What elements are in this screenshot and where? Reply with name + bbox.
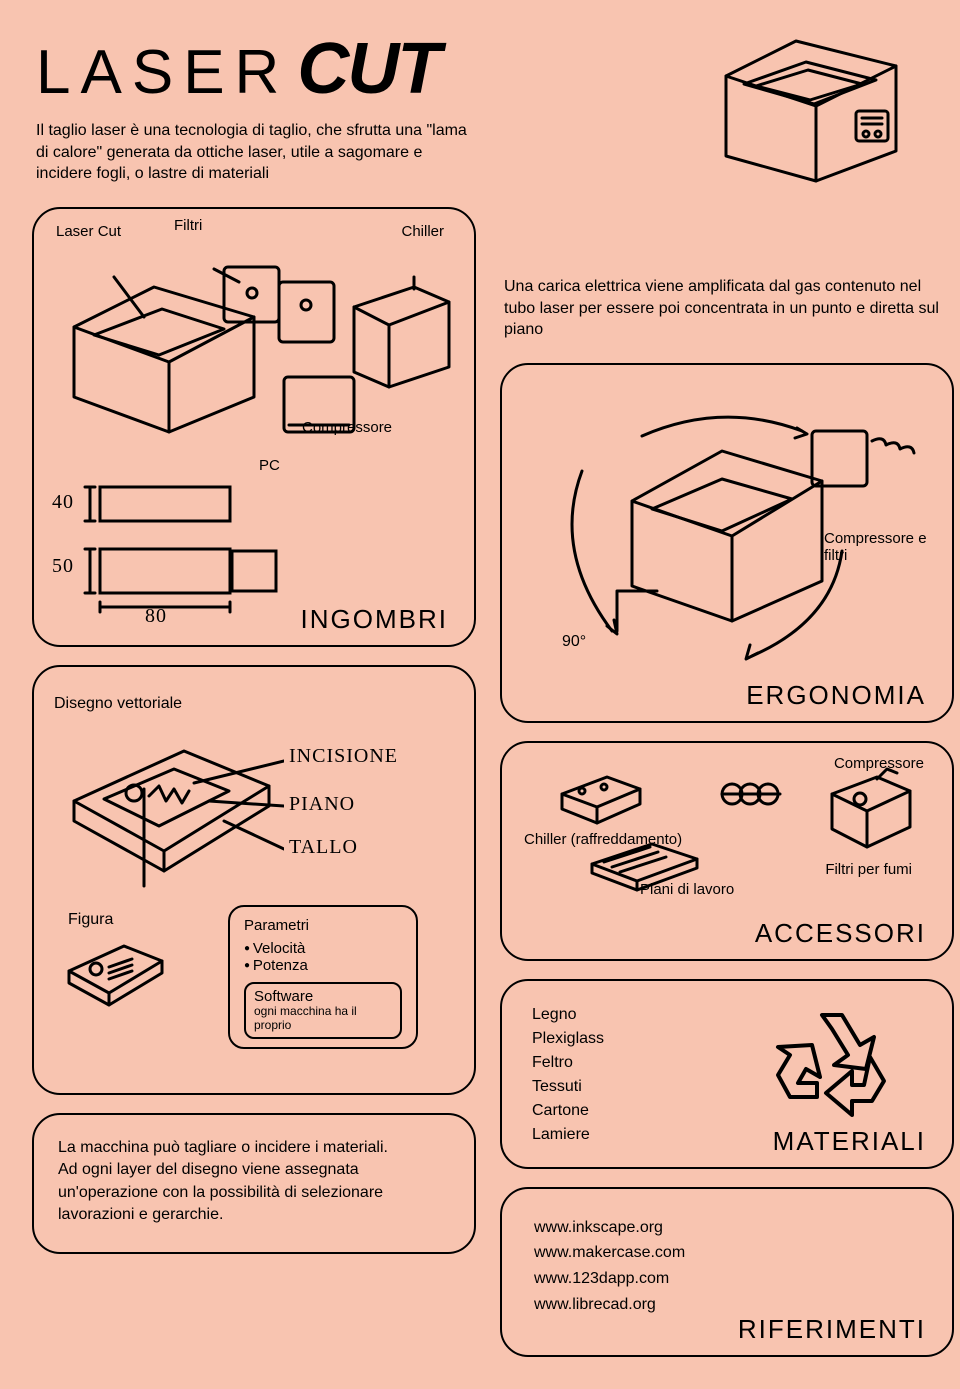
card-ergonomia: Compressore e filtri 90° ERGONOMIA [500, 363, 954, 723]
ergo-intro: Una carica elettrica viene amplificata d… [500, 276, 954, 345]
dim-80: 80 [145, 605, 167, 628]
label-pc: PC [259, 457, 280, 474]
params-title: Parametri [244, 917, 402, 934]
accessori-title: ACCESSORI [755, 918, 926, 949]
layer-tallo: TALLO [289, 836, 358, 859]
link-item: www.makercase.com [534, 1240, 932, 1266]
mat-item: Feltro [532, 1051, 604, 1075]
links-list: www.inkscape.org www.makercase.com www.1… [522, 1205, 932, 1317]
acc-piani: Piani di lavoro [640, 881, 734, 898]
label-comp-filtri: Compressore e filtri [824, 530, 934, 564]
layer-incisione: INCISIONE [289, 745, 398, 768]
card-accessori: Compressore Chiller (raffreddamento) Pia… [500, 741, 954, 961]
label-lasercut: Laser Cut [56, 223, 121, 240]
param-potenza: Potenza [244, 957, 402, 974]
dimensions-sketch: 40 50 80 [50, 479, 310, 629]
ergo-title: ERGONOMIA [746, 680, 926, 711]
link-item: www.inkscape.org [534, 1215, 932, 1241]
disegno-sketch: INCISIONE PIANO TALLO [54, 721, 454, 901]
label-filtri: Filtri [174, 217, 202, 234]
label-compressore: Compressore [302, 419, 392, 436]
title-cut: CUT [297, 28, 439, 110]
layer-piano: PIANO [289, 793, 355, 816]
materiali-title: MATERIALI [773, 1126, 926, 1157]
ingombri-sketch [54, 247, 454, 457]
recycle-icon [762, 997, 902, 1132]
dim-50: 50 [52, 555, 74, 578]
label-chiller: Chiller [401, 223, 444, 240]
riferimenti-title: RIFERIMENTI [738, 1314, 926, 1345]
intro-text: Il taglio laser è una tecnologia di tagl… [32, 120, 476, 189]
figura-icon [54, 931, 174, 1021]
description-text: La macchina può tagliare o incidere i ma… [58, 1137, 450, 1227]
mat-item: Legno [532, 1003, 604, 1027]
ingombri-title: INGOMBRI [301, 604, 448, 635]
card-materiali: Legno Plexiglass Feltro Tessuti Cartone … [500, 979, 954, 1169]
param-velocita: Velocità [244, 940, 402, 957]
link-item: www.123dapp.com [534, 1266, 932, 1292]
label-angle: 90° [562, 633, 586, 651]
figura-label: Figura [68, 911, 204, 929]
materiali-list: Legno Plexiglass Feltro Tessuti Cartone … [522, 997, 604, 1147]
card-ingombri: Laser Cut Filtri Chiller [32, 207, 476, 647]
title-laser: LASER [36, 37, 289, 108]
card-disegno: Disegno vettoriale INCISIONE PIANO TALLO… [32, 665, 476, 1095]
mat-item: Cartone [532, 1099, 604, 1123]
hero-machine-icon [706, 26, 916, 191]
acc-filtri: Filtri per fumi [825, 861, 912, 878]
dim-40: 40 [52, 491, 74, 514]
software-desc: ogni macchina ha il proprio [254, 1005, 392, 1033]
mat-item: Lamiere [532, 1123, 604, 1147]
acc-chiller: Chiller (raffreddamento) [524, 831, 682, 848]
card-riferimenti: www.inkscape.org www.makercase.com www.1… [500, 1187, 954, 1357]
mat-item: Tessuti [532, 1075, 604, 1099]
software-title: Software [254, 988, 392, 1005]
params-box: Parametri Velocità Potenza Software ogni… [228, 905, 418, 1049]
disegno-title: Disegno vettoriale [54, 695, 454, 713]
mat-item: Plexiglass [532, 1027, 604, 1051]
software-box: Software ogni macchina ha il proprio [244, 982, 402, 1039]
card-description: La macchina può tagliare o incidere i ma… [32, 1113, 476, 1255]
